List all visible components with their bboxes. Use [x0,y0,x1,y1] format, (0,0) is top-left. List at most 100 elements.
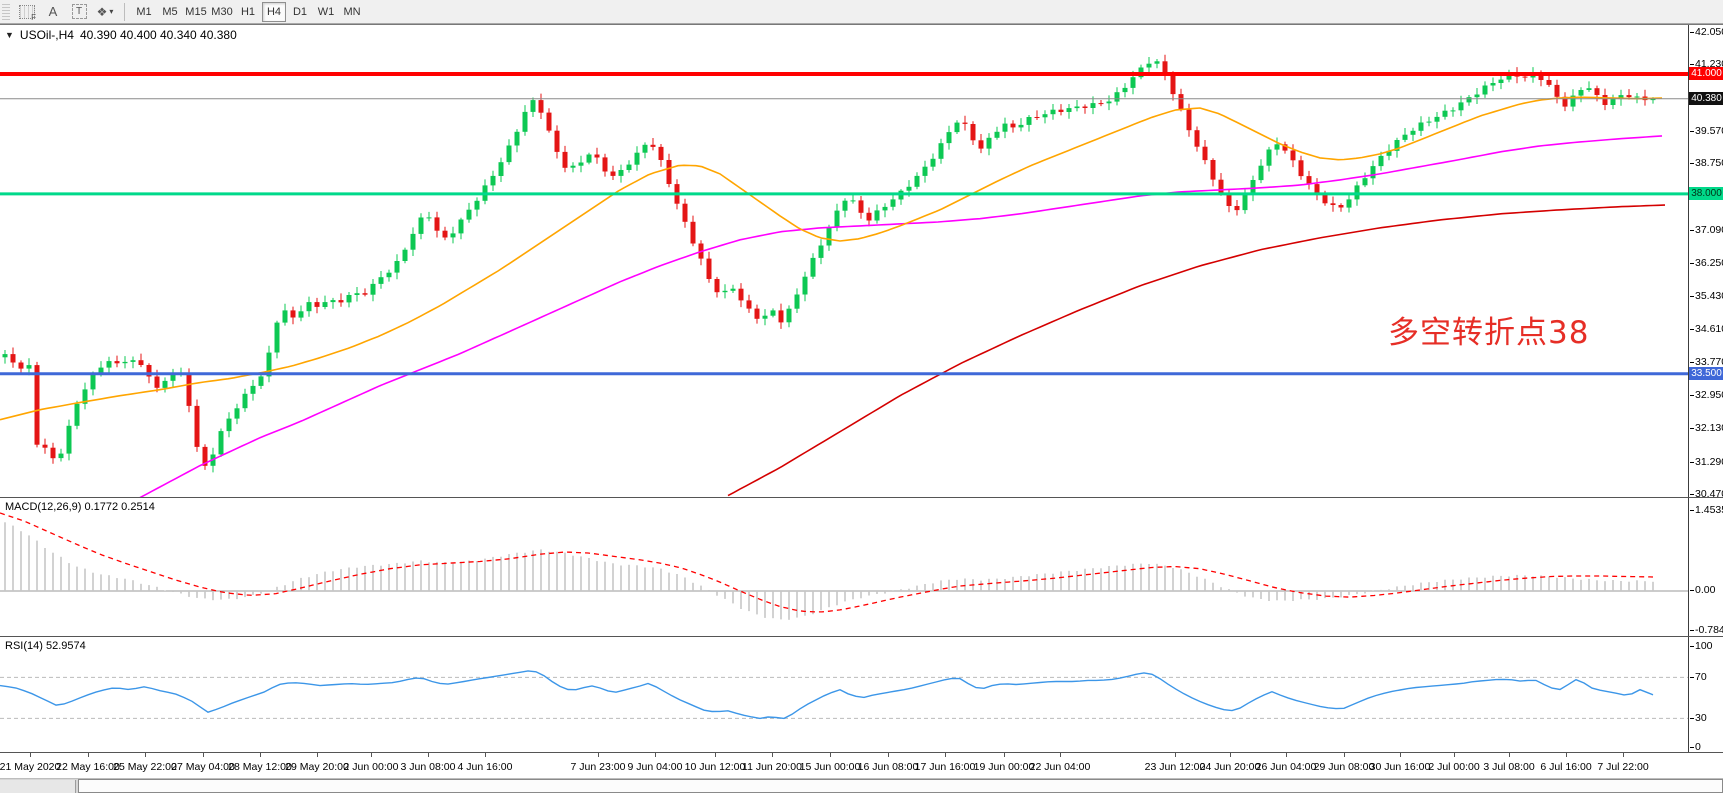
price-axis-label: 37.090 [1689,225,1723,236]
time-axis-label: 28 May 12:00 [228,761,292,773]
time-axis-tick [145,753,146,757]
time-axis-tick [1623,753,1624,757]
time-axis-tick [715,753,716,757]
macd-axis-label: 0.00 [1689,585,1723,596]
time-axis-label: 10 Jun 12:00 [684,761,746,773]
time-axis-label: 7 Jun 23:00 [570,761,626,773]
chart-ohlc-values: 40.390 40.400 40.340 40.380 [79,28,237,42]
time-axis-label: 29 May 20:00 [285,761,349,773]
time-axis-label: 4 Jun 16:00 [457,761,513,773]
price-axis-label: 33.770 [1689,357,1723,368]
timeframe-button-m30[interactable]: M30 [211,5,233,18]
main-chart-canvas[interactable] [0,25,1688,498]
price-tag-33.500: 33.500 [1689,367,1723,380]
time-axis-label: 3 Jul 08:00 [1483,761,1535,773]
rsi-axis-label: 100 [1689,641,1723,652]
time-axis-label: 3 Jun 08:00 [400,761,456,773]
label-tool-button[interactable]: T [67,2,91,22]
time-axis-tick [945,753,946,757]
toolbar-separator [124,2,125,21]
price-tag-41.000: 41.000 [1689,67,1723,80]
price-axis-label: 30.470 [1689,489,1723,500]
price-axis-label: 31.290 [1689,457,1723,468]
price-tag-38.000: 38.000 [1689,187,1723,200]
rsi-axis-label: 30 [1689,713,1723,724]
time-axis-label: 17 Jun 16:00 [914,761,976,773]
time-axis-tick [1004,753,1005,757]
time-axis-tick [371,753,372,757]
time-axis-tick [1454,753,1455,757]
timeframe-button-m1[interactable]: M1 [136,5,152,18]
rsi-canvas[interactable] [0,637,1688,752]
price-axis-label: 38.750 [1689,158,1723,169]
time-axis-label: 19 Jun 00:00 [973,761,1035,773]
time-axis-tick [888,753,889,757]
price-axis-label: 39.570 [1689,126,1723,137]
symbol-dropdown-caret-icon[interactable]: ▼ [5,30,14,40]
time-axis-label: 2 Jul 00:00 [1428,761,1480,773]
time-axis-label: 23 Jun 12:00 [1144,761,1206,773]
chart-symbol-label: USOil-,H4 [19,28,74,42]
price-axis-label: 41.230 [1689,59,1723,70]
time-axis[interactable]: 21 May 2020 22 May 16:00 25 May 22:00 27 Ma… [0,752,1723,778]
time-axis-tick [1286,753,1287,757]
scrollbar-thumb[interactable] [78,779,1723,793]
timeframe-button-w1[interactable]: W1 [317,5,335,18]
time-axis-tick [772,753,773,757]
time-axis-label: 9 Jun 04:00 [627,761,683,773]
price-axis-label: 32.130 [1689,423,1723,434]
indicator-grid-tool-button[interactable]: F [15,2,39,22]
timeframe-button-h1[interactable]: H1 [240,5,256,18]
time-axis-tick [1400,753,1401,757]
price-axis-label: 35.430 [1689,291,1723,302]
timeframe-button-mn[interactable]: MN [343,5,361,18]
horizontal-scrollbar[interactable] [0,778,1723,793]
text-tool-icon: A [48,4,58,19]
rsi-axis-label: 0 [1689,742,1723,753]
time-axis-label: 15 Jun 00:00 [799,761,861,773]
macd-canvas[interactable] [0,498,1688,636]
time-axis-tick [30,753,31,757]
timeframe-buttons: M1 M5 M15 M30 H1 H4 D1 W1 MN [131,1,365,22]
text-tool-button[interactable]: A [41,2,65,22]
time-axis-label: 7 Jul 22:00 [1597,761,1649,773]
time-axis-label: 25 May 22:00 [113,761,177,773]
time-axis-label: 30 Jun 16:00 [1369,761,1431,773]
timeframe-button-d1[interactable]: D1 [292,5,308,18]
time-axis-tick [598,753,599,757]
chart-title[interactable]: ▼ USOil-,H4 40.390 40.400 40.340 40.380 [5,28,237,42]
time-axis-tick [1230,753,1231,757]
main-chart-panel: ▼ USOil-,H4 40.390 40.400 40.340 40.380 … [0,24,1723,500]
time-axis-tick [1566,753,1567,757]
timeframe-button-m5[interactable]: M5 [162,5,178,18]
shapes-dropdown-caret-icon[interactable]: ▾ [109,7,114,16]
macd-axis-label: -0.7845 [1689,625,1723,636]
time-axis-tick [88,753,89,757]
scrollbar-track-segment[interactable] [0,780,76,793]
macd-panel: MACD(12,26,9) 0.1772 0.2514 1.4535 0.00 -0… [0,497,1723,636]
price-axis[interactable]: 42.05041.23040.41039.57038.75037.93037.0… [1688,25,1723,500]
price-axis-label: 36.250 [1689,258,1723,269]
time-axis-label: 24 Jun 20:00 [1199,761,1261,773]
time-axis-label: 21 May 2020 [0,761,61,773]
price-axis-label: 34.610 [1689,324,1723,335]
macd-indicator-label: MACD(12,26,9) 0.1772 0.2514 [5,501,155,513]
price-tag-40.380: 40.380 [1689,92,1723,105]
toolbar-grip[interactable] [2,3,10,20]
rsi-indicator-label: RSI(14) 52.9574 [5,640,86,652]
time-axis-label: 2 Jun 00:00 [343,761,399,773]
time-axis-tick [203,753,204,757]
rsi-panel: RSI(14) 52.9574 100 70 30 0 [0,636,1723,753]
timeframe-button-h4[interactable]: H4 [262,1,286,22]
label-tool-icon: T [71,4,87,19]
shapes-tool-button[interactable]: ❖ ▾ [93,2,117,22]
time-axis-label: 26 Jun 04:00 [1255,761,1317,773]
toolbar: F A T ❖ ▾ M1 M5 M15 M30 H1 H4 D1 W1 MN [0,0,1723,24]
time-axis-tick [1175,753,1176,757]
timeframe-button-m15[interactable]: M15 [185,5,207,18]
chart-annotation-text[interactable]: 多空转折点38 [1388,315,1590,351]
price-axis-label: 32.950 [1689,390,1723,401]
time-axis-tick [1060,753,1061,757]
time-axis-tick [1344,753,1345,757]
